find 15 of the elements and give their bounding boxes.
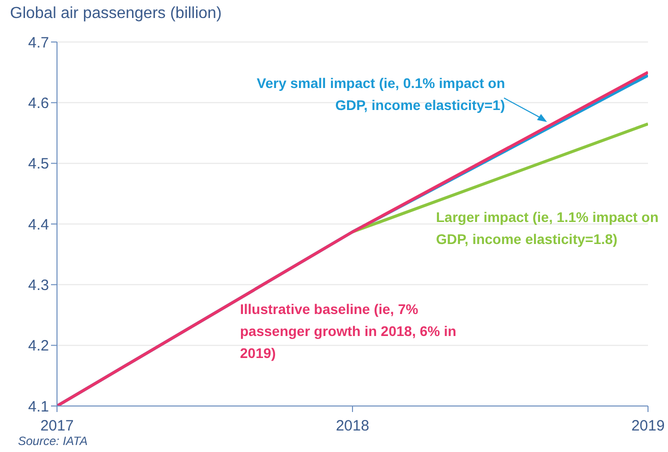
series-label: Larger impact (ie, 1.1% impact on GDP, income elasticity=1.8)	[436, 208, 660, 249]
y-tick-label: 4.5	[28, 156, 49, 173]
text: Very small impact (ie, 0.1% impact on GDP, income elasticity=1)	[256, 74, 505, 115]
y-tick-label: 4.4	[28, 216, 49, 234]
y-tick-label: 4.2	[28, 338, 49, 355]
y-axis-title: Global air passengers (billion)	[10, 5, 222, 23]
y-tick-label: 4.1	[28, 398, 49, 416]
y-tick-label: 4.3	[28, 276, 49, 294]
x-tick-label: 2018	[336, 418, 370, 435]
y-tick-label: 4.6	[28, 94, 49, 112]
series-label: Illustrative baseline (ie, 7% passenger growth in 2018, 6% in 2019)	[240, 300, 458, 363]
source-note: Source: IATA	[18, 434, 88, 448]
x-tick-label: 2019	[631, 418, 665, 435]
y-tick-label: 4.7	[28, 34, 49, 52]
x-tick-label: 2017	[40, 418, 74, 435]
